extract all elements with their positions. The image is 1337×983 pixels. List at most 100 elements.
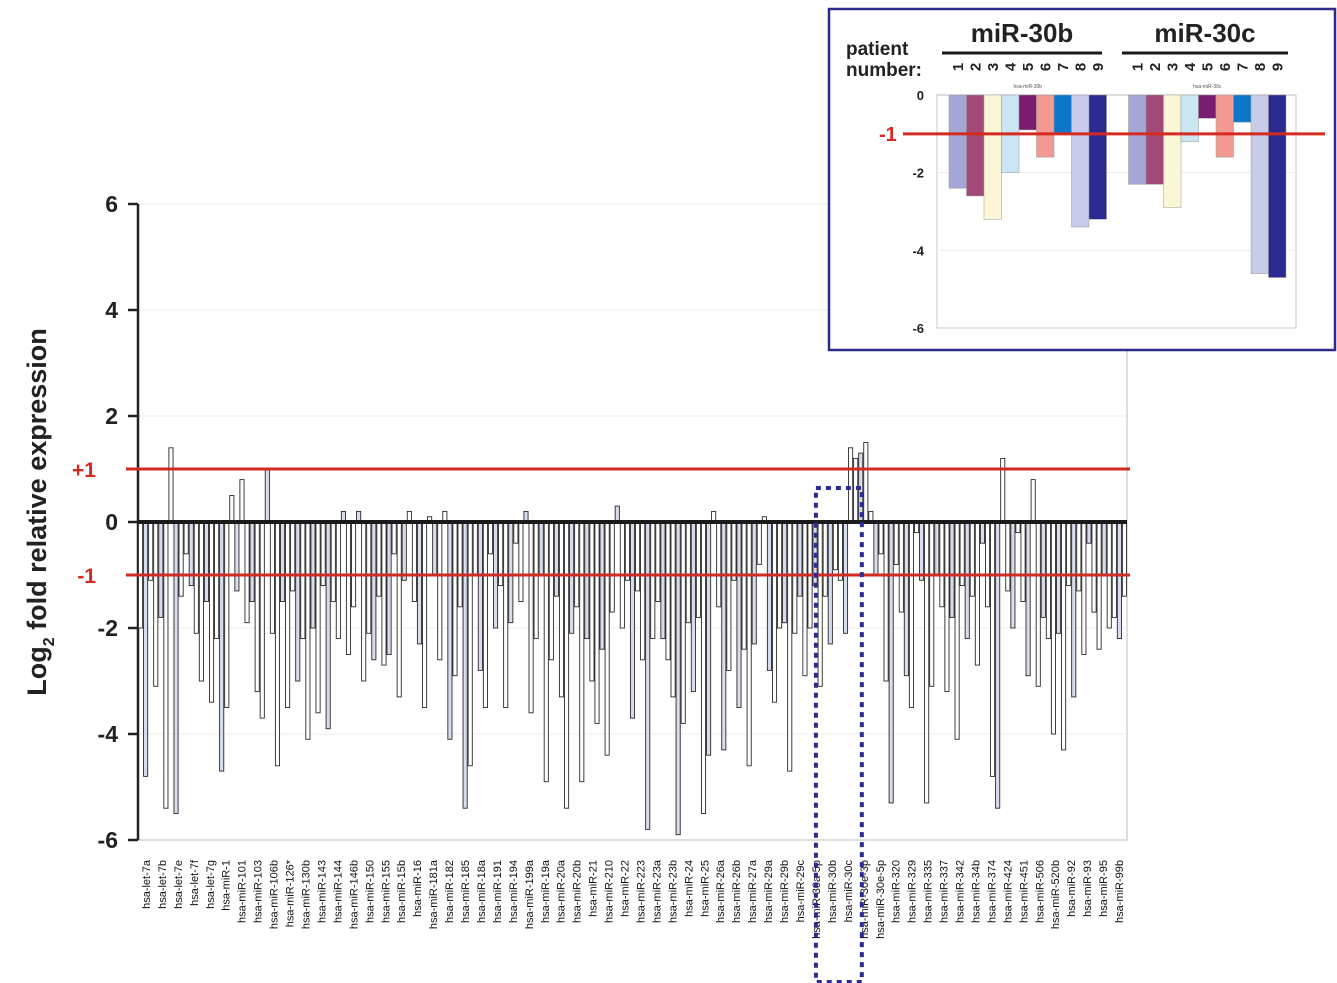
bar <box>569 521 575 634</box>
bar <box>635 521 641 592</box>
x-tick-label: hsa-miR-185 <box>460 860 472 923</box>
inset-tiny-series-label: hsa-miR-30c <box>1193 84 1222 90</box>
patient-number: 8 <box>1252 63 1269 71</box>
bar <box>386 521 392 655</box>
bar <box>153 521 159 687</box>
bar <box>366 521 372 634</box>
y-axis-label: Log2 fold relative expression <box>22 328 58 696</box>
bar <box>391 521 397 555</box>
bar <box>1096 521 1102 650</box>
bar <box>706 521 712 756</box>
bar <box>143 521 149 777</box>
inset-y-tick-label: -6 <box>912 321 924 336</box>
bar <box>457 521 463 608</box>
y-tick-label: 0 <box>105 509 118 535</box>
bar <box>285 521 291 708</box>
bar <box>584 521 590 640</box>
x-tick-label: hsa-miR-92 <box>1066 860 1078 917</box>
bar <box>1045 521 1051 640</box>
inset-bar <box>1071 94 1090 228</box>
bar <box>239 479 245 523</box>
x-tick-label: hsa-let-7e <box>173 860 185 909</box>
bar <box>305 521 311 740</box>
x-tick-label: hsa-miR-29a <box>763 859 775 923</box>
x-tick-label: hsa-miR-320 <box>891 860 903 923</box>
x-tick-label: hsa-miR-27a <box>747 859 759 923</box>
bar <box>787 521 793 772</box>
x-tick-label: hsa-miR-130b <box>300 860 312 929</box>
x-tick-label: hsa-miR-106b <box>269 860 281 929</box>
bar <box>183 521 189 555</box>
bar <box>518 521 524 602</box>
bar <box>822 521 828 597</box>
patient-number: 6 <box>1217 63 1234 71</box>
bar <box>274 521 281 767</box>
bar <box>579 521 585 783</box>
bar <box>1111 521 1117 618</box>
bar <box>934 521 940 576</box>
patient-number: 3 <box>1164 63 1181 71</box>
x-tick-label: hsa-miR-30e-5p <box>875 860 887 939</box>
bar <box>345 521 352 655</box>
x-tick-label: hsa-miR-150 <box>364 860 376 923</box>
bar <box>1056 521 1062 634</box>
bar <box>908 521 914 708</box>
bar <box>771 521 778 703</box>
highlight-box <box>813 486 864 983</box>
bar <box>873 521 879 576</box>
x-tick-label: hsa-miR-18a <box>476 859 488 923</box>
x-tick-label: hsa-miR-506 <box>1034 860 1046 923</box>
bar <box>827 521 833 645</box>
bar <box>1116 521 1122 640</box>
bar <box>802 521 808 677</box>
x-tick-label: hsa-miR-23a <box>651 859 663 923</box>
patient-number: 2 <box>967 63 984 71</box>
x-tick-label: hsa-miR-30b <box>827 860 839 923</box>
bar <box>949 521 955 618</box>
bar <box>325 521 331 730</box>
bar <box>670 521 676 698</box>
inset-bar <box>1018 94 1037 131</box>
bar <box>640 521 646 661</box>
bar <box>984 521 991 608</box>
bar <box>558 521 565 698</box>
bar <box>487 521 494 555</box>
inset-bar <box>948 94 967 189</box>
bar <box>979 521 985 544</box>
bar <box>629 521 636 719</box>
patient-number: 2 <box>1147 63 1164 71</box>
bar <box>594 521 600 724</box>
inset-y-tick-label: -4 <box>912 243 924 258</box>
bar <box>351 521 357 608</box>
bar <box>249 521 255 602</box>
bar <box>700 521 707 814</box>
inset-bar <box>1088 94 1107 220</box>
bar <box>716 521 722 608</box>
bar <box>939 521 945 608</box>
bar <box>1101 521 1107 576</box>
bar <box>1081 521 1087 655</box>
y-tick-label: -6 <box>98 827 118 853</box>
x-tick-label: hsa-miR-30e-3p <box>859 860 871 939</box>
x-tick-label: hsa-miR-24 <box>683 860 695 917</box>
bar <box>371 521 377 661</box>
inset-y-tick-label: -2 <box>912 166 924 181</box>
bar <box>300 521 306 640</box>
bar <box>898 521 904 613</box>
bar <box>995 521 1001 809</box>
inset-y-tick-label: 0 <box>917 88 924 103</box>
bar <box>1025 521 1031 677</box>
bar <box>376 521 382 597</box>
patient-number: 5 <box>1199 63 1216 71</box>
bar <box>163 521 169 809</box>
bar <box>264 468 270 523</box>
patient-number: 3 <box>985 63 1002 71</box>
bar <box>335 521 341 640</box>
bar <box>766 521 772 671</box>
bar <box>280 521 286 602</box>
x-tick-label: hsa-miR-143 <box>316 860 328 923</box>
bar <box>1005 521 1011 592</box>
bar <box>574 521 580 608</box>
bar <box>198 521 204 682</box>
bar <box>361 521 367 682</box>
